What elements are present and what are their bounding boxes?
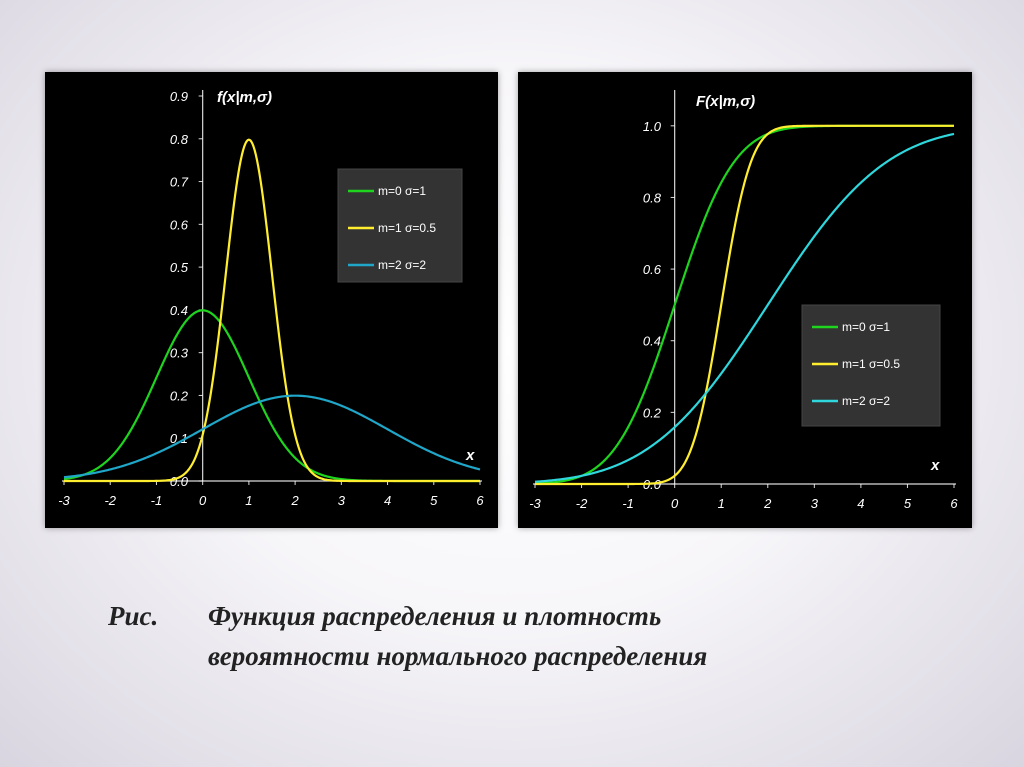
- series-line-1: [63, 309, 480, 483]
- y-tick-label: 0.0: [170, 474, 189, 489]
- y-tick-label: 0.4: [170, 303, 188, 318]
- x-tick-label: 0: [199, 493, 207, 508]
- legend-entry: m=2 σ=2: [842, 394, 890, 408]
- cdf-chart-panel: -3 -2 -1 0 1 2 3 4 5 6 0.0 0.2 0.4 0.6 0.8 1.0 F(x|m,σ) x…: [518, 72, 972, 528]
- pdf-chart-panel: -3 -2 -1 0 1 2 3 4 5 6 0.0 0.1 0.2 0.3 0.4 0.5 0.6 0.7 0.8…: [45, 72, 498, 528]
- y-tick-label: 0.8: [170, 132, 189, 147]
- x-tick-label: 1: [245, 493, 252, 508]
- x-tick-label: 1: [718, 496, 725, 511]
- series-line-3: [534, 132, 955, 483]
- x-tick-label: 4: [857, 496, 864, 511]
- legend-entry: m=1 σ=0.5: [842, 357, 900, 371]
- y-tick-label: 0.3: [170, 346, 189, 361]
- y-tick-label: 0.7: [170, 175, 189, 190]
- series-line-2: [535, 124, 954, 486]
- x-tick-label: 3: [338, 493, 346, 508]
- series-line-3: [63, 394, 481, 479]
- legend-entry: m=1 σ=0.5: [378, 221, 436, 235]
- x-tick-label: 0: [671, 496, 679, 511]
- y-axis-label: f(x|m,σ): [217, 89, 272, 106]
- legend: m=0 σ=1 m=1 σ=0.5 m=2 σ=2: [801, 304, 941, 427]
- x-tick-label: 5: [430, 493, 438, 508]
- legend-entry: m=0 σ=1: [842, 320, 890, 334]
- x-tick-label: 2: [763, 496, 772, 511]
- y-tick-label: 0.6: [170, 217, 189, 232]
- y-tick-label: 0.5: [170, 260, 189, 275]
- pdf-chart: -3 -2 -1 0 1 2 3 4 5 6 0.0 0.1 0.2 0.3 0.4 0.5 0.6 0.7 0.8…: [58, 89, 484, 508]
- y-tick-label: 0.1: [170, 431, 188, 446]
- y-tick-label: 0.2: [170, 388, 189, 403]
- x-tick-label: 4: [384, 493, 391, 508]
- x-tick-label: -1: [151, 493, 163, 508]
- x-tick-label: -3: [529, 496, 541, 511]
- x-tick-label: 6: [476, 493, 484, 508]
- caption-line-1: Функция распределения и плотность: [208, 601, 662, 631]
- legend-entry: m=2 σ=2: [378, 258, 426, 272]
- x-tick-label: -1: [622, 496, 634, 511]
- x-tick-label: 6: [950, 496, 958, 511]
- x-axis-label: x: [465, 447, 475, 464]
- y-tick-label: 1.0: [643, 119, 662, 134]
- caption-line-2: вероятности нормального распределения: [208, 641, 708, 671]
- y-axis-label: F(x|m,σ): [696, 93, 755, 110]
- y-tick-label: 0.8: [643, 190, 662, 205]
- y-tick-label: 0.2: [643, 405, 662, 420]
- figure-caption: Рис. Функция распределения и плотность ве…: [108, 596, 988, 676]
- y-tick-label: 0.6: [643, 262, 662, 277]
- x-tick-label: -3: [58, 493, 70, 508]
- x-tick-label: 2: [290, 493, 299, 508]
- x-tick-label: -2: [104, 493, 116, 508]
- x-tick-label: -2: [576, 496, 588, 511]
- legend-entry: m=0 σ=1: [378, 184, 426, 198]
- x-tick-label: 5: [904, 496, 912, 511]
- y-tick-label: 0.4: [643, 334, 661, 349]
- caption-prefix: Рис.: [108, 601, 159, 631]
- cdf-chart: -3 -2 -1 0 1 2 3 4 5 60.00.20.40.60.81.0F(x|m,σ)x…: [529, 90, 958, 511]
- legend-box: [337, 168, 463, 283]
- legend-box: [801, 304, 941, 427]
- legend: m=0 σ=1 m=1 σ=0.5 m=2 σ=2: [337, 168, 463, 283]
- series-line-2: [64, 138, 480, 483]
- x-tick-label: 3: [811, 496, 819, 511]
- y-tick-label: 0.9: [170, 89, 188, 104]
- x-axis-label: x: [930, 457, 940, 474]
